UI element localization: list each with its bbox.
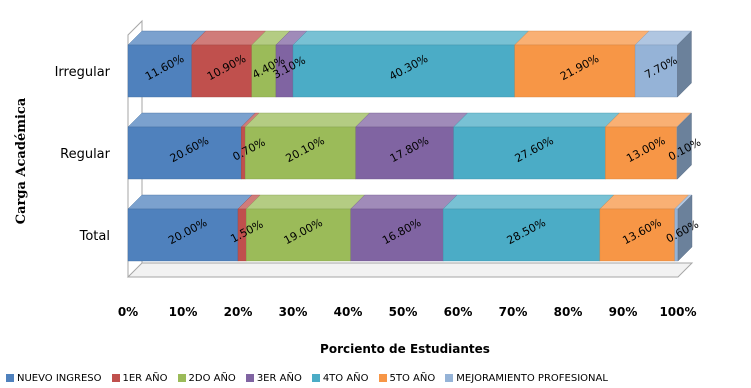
category-label: Irregular — [55, 65, 111, 80]
y-axis-title: Carga Académica — [14, 97, 29, 224]
bar-segment — [599, 194, 690, 262]
x-axis-title: Porciento de Estudiantes — [320, 342, 490, 356]
x-tick-label: 90% — [609, 305, 638, 319]
x-tick-label: 40% — [334, 305, 363, 319]
bar-segment — [127, 194, 253, 262]
legend-item: 3ER AÑO — [245, 372, 302, 384]
x-tick-label: 70% — [499, 305, 528, 319]
bar-segment — [245, 194, 366, 262]
bar-segment — [350, 194, 458, 262]
legend-swatch — [6, 374, 14, 382]
chart-floor — [126, 262, 694, 278]
bar-segment — [244, 112, 371, 180]
legend-item: 2DO AÑO — [177, 372, 236, 384]
legend-swatch — [311, 374, 320, 382]
x-tick-label: 30% — [279, 305, 308, 319]
legend-item: MEJORAMIENTO PROFESIONAL — [445, 373, 608, 384]
category-label: Regular — [60, 147, 111, 162]
legend-item: 4TO AÑO — [311, 372, 369, 384]
bar-segment — [634, 30, 692, 98]
legend-label: 2DO AÑO — [188, 372, 236, 384]
legend-swatch — [245, 374, 254, 382]
bar-segment — [514, 30, 650, 98]
legend-swatch — [111, 374, 120, 382]
legend-swatch — [177, 374, 186, 382]
bar-segment — [127, 30, 207, 98]
legend-label: NUEVO INGRESO — [17, 372, 102, 384]
category-labels-group: Irregular Regular Total — [55, 65, 111, 244]
legend-swatch — [378, 374, 387, 382]
bar-segment — [604, 112, 692, 180]
bar-segment — [292, 30, 530, 98]
legend-label: 4TO AÑO — [322, 372, 369, 384]
legend-swatch — [445, 374, 454, 382]
x-tick-label: 50% — [389, 305, 418, 319]
legend-label: 1ER AÑO — [122, 372, 168, 384]
legend-label: 5TO AÑO — [389, 372, 436, 384]
legend: NUEVO INGRESO 1ER AÑO 2DO AÑO 3ER AÑO 4TO AÑ… — [0, 369, 751, 387]
bars-group — [127, 30, 693, 262]
legend-label: MEJORAMIENTO PROFESIONAL — [456, 372, 608, 384]
x-tick-label: 80% — [554, 305, 583, 319]
category-label: Total — [79, 229, 110, 244]
bar-segment — [674, 194, 693, 262]
bar-segment — [676, 112, 692, 180]
bar-segment — [355, 112, 469, 180]
bar-segment — [442, 194, 615, 262]
bar-segment — [251, 30, 291, 98]
legend-item: 1ER AÑO — [111, 372, 168, 384]
x-tick-label: 0% — [118, 305, 138, 319]
x-tick-label: 100% — [659, 305, 696, 319]
bar-segment — [127, 112, 256, 180]
x-tick-labels-group: 0% 10% 20% 30% 40% 50% 60% 70% 80% 90% 100% — [118, 305, 697, 319]
legend-label: 3ER AÑO — [256, 372, 302, 384]
legend-item: 5TO AÑO — [378, 372, 436, 384]
x-tick-label: 60% — [444, 305, 473, 319]
bar-segment — [275, 30, 308, 98]
x-tick-label: 10% — [169, 305, 198, 319]
legend-item: NUEVO INGRESO — [6, 373, 102, 384]
bar-segment — [191, 30, 267, 98]
x-tick-label: 20% — [224, 305, 253, 319]
